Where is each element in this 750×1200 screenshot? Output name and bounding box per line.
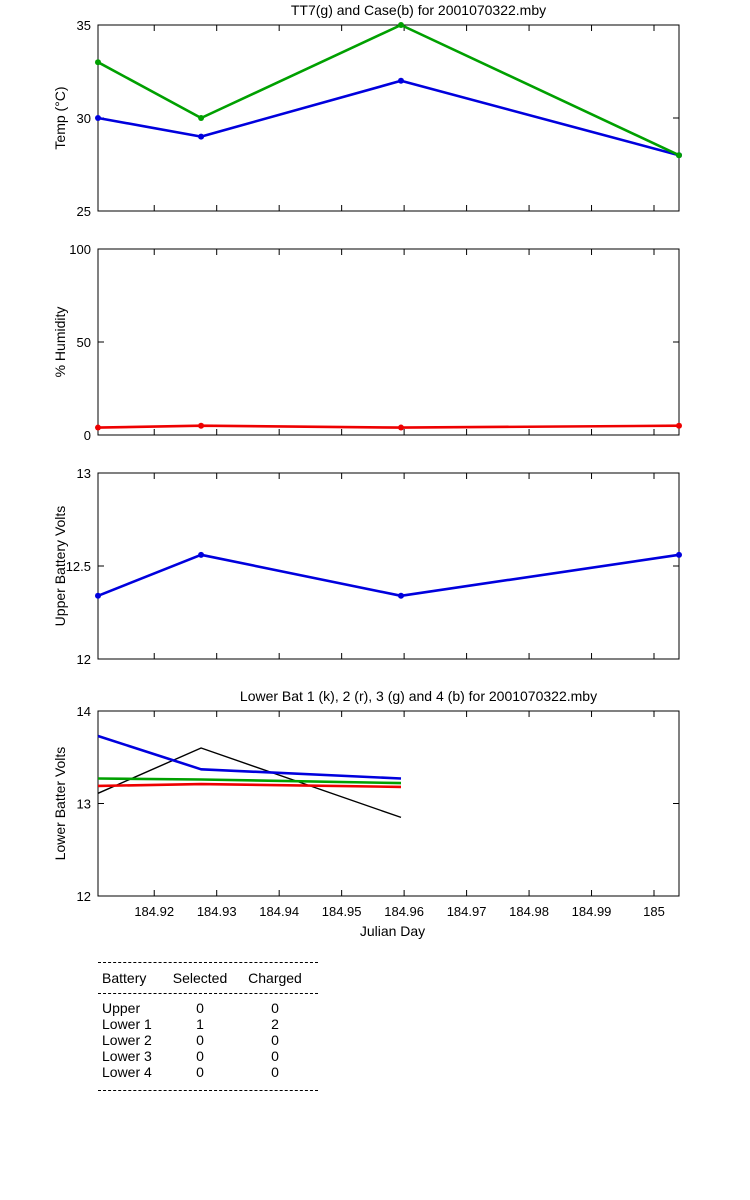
- y-tick-label: 50: [77, 335, 91, 350]
- chart-title: TT7(g) and Case(b) for 2001070322.mby: [291, 2, 546, 18]
- battery-table: Battery Selected Charged Upper 0 0 Lower…: [98, 962, 318, 1091]
- x-tick-label: 184.95: [322, 904, 362, 919]
- series-line-4: [97, 734, 402, 780]
- plot-frame: [97, 472, 680, 660]
- y-axis-label: Upper Battery Volts: [52, 506, 68, 627]
- plot-frame: [97, 24, 680, 212]
- plot-frame: [97, 248, 680, 436]
- x-tick-label: 185: [643, 904, 665, 919]
- x-axis-label: Julian Day: [360, 923, 425, 939]
- table-row: Upper 0 0: [98, 1000, 318, 1016]
- y-axis-label: Temp (°C): [52, 86, 68, 149]
- table-row: Lower 1 1 2: [98, 1016, 318, 1032]
- row-charged: 0: [271, 1000, 279, 1016]
- row-selected: 1: [196, 1016, 204, 1032]
- y-axis-label: Lower Batter Volts: [52, 747, 68, 861]
- data-point: [198, 115, 205, 121]
- table-body: Upper 0 0 Lower 1 1 2 Lower 2 0 0 Lower …: [98, 994, 318, 1090]
- row-selected: 0: [196, 1032, 204, 1048]
- y-tick-label: 35: [77, 18, 91, 33]
- row-selected: 0: [196, 1048, 204, 1064]
- series-line-2: [97, 782, 402, 789]
- data-point: [95, 59, 101, 66]
- row-battery: Upper: [102, 1000, 141, 1016]
- row-battery: Lower 1: [102, 1016, 152, 1032]
- x-tick-label: 184.94: [259, 904, 299, 919]
- chart-panel-3: 12 12.5 13 Upper Battery Volts: [52, 466, 682, 667]
- data-point: [397, 77, 404, 84]
- series-line-1: [97, 553, 680, 598]
- data-point: [676, 152, 682, 159]
- header-battery: Battery: [102, 970, 147, 986]
- table-bottom-rule: [98, 1090, 318, 1091]
- data-point: [95, 592, 101, 599]
- series-line-1: [97, 79, 680, 157]
- x-tick-label: 184.93: [197, 904, 237, 919]
- row-charged: 0: [271, 1032, 279, 1048]
- data-point: [198, 133, 205, 140]
- series-line-3: [97, 777, 402, 785]
- data-point: [95, 424, 101, 431]
- y-tick-label: 0: [84, 428, 91, 443]
- table-row: Lower 2 0 0: [98, 1032, 318, 1048]
- header-selected: Selected: [172, 970, 228, 986]
- x-tick-label: 184.99: [572, 904, 612, 919]
- y-tick-label: 30: [77, 111, 91, 126]
- data-point: [198, 422, 205, 429]
- x-tick-label: 184.96: [384, 904, 424, 919]
- header-charged: Charged: [248, 970, 302, 986]
- x-tick-label: 184.97: [447, 904, 487, 919]
- data-point: [397, 424, 404, 431]
- table-row: Lower 3 0 0: [98, 1048, 318, 1064]
- plot-frame: [97, 710, 680, 897]
- table-top-rule: [98, 962, 318, 963]
- data-point: [397, 22, 404, 28]
- row-charged: 0: [271, 1048, 279, 1064]
- y-tick-label: 12: [77, 652, 91, 667]
- series-line-2: [97, 23, 680, 157]
- y-axis-label: % Humidity: [52, 307, 68, 378]
- row-selected: 0: [196, 1000, 204, 1016]
- y-tick-label: 25: [77, 204, 91, 219]
- data-point: [676, 551, 682, 558]
- x-tick-label: 184.98: [509, 904, 549, 919]
- table-header-rule: [98, 993, 318, 994]
- row-battery: Lower 3: [102, 1048, 152, 1064]
- x-tick-label: 184.92: [134, 904, 174, 919]
- row-selected: 0: [196, 1064, 204, 1080]
- data-point: [676, 422, 682, 429]
- data-point: [397, 592, 404, 599]
- table-row: Lower 4 0 0: [98, 1064, 318, 1080]
- y-tick-label: 13: [77, 797, 91, 812]
- data-point: [198, 551, 205, 558]
- chart-panel-4: 12 13 14 Lower Bat 1 (k), 2 (r), 3 (g) and …: [52, 688, 680, 939]
- chart-title: Lower Bat 1 (k), 2 (r), 3 (g) and 4 (b) …: [240, 688, 597, 704]
- y-tick-label: 12.5: [66, 559, 91, 574]
- row-charged: 0: [271, 1064, 279, 1080]
- data-point: [95, 115, 101, 121]
- row-battery: Lower 4: [102, 1064, 152, 1080]
- row-charged: 2: [271, 1016, 279, 1032]
- series-line-1: [97, 424, 680, 429]
- y-tick-label: 100: [69, 242, 91, 257]
- table-header-row: Battery Selected Charged: [98, 963, 318, 993]
- row-battery: Lower 2: [102, 1032, 152, 1048]
- y-tick-label: 13: [77, 466, 91, 481]
- y-tick-label: 14: [77, 704, 91, 719]
- chart-panel-2: 0 50 100 % Humidity: [52, 242, 682, 443]
- y-tick-label: 12: [77, 889, 91, 904]
- chart-panel-1: 25 30 35 TT7(g) and Case(b) for 2001070322.…: [52, 2, 682, 219]
